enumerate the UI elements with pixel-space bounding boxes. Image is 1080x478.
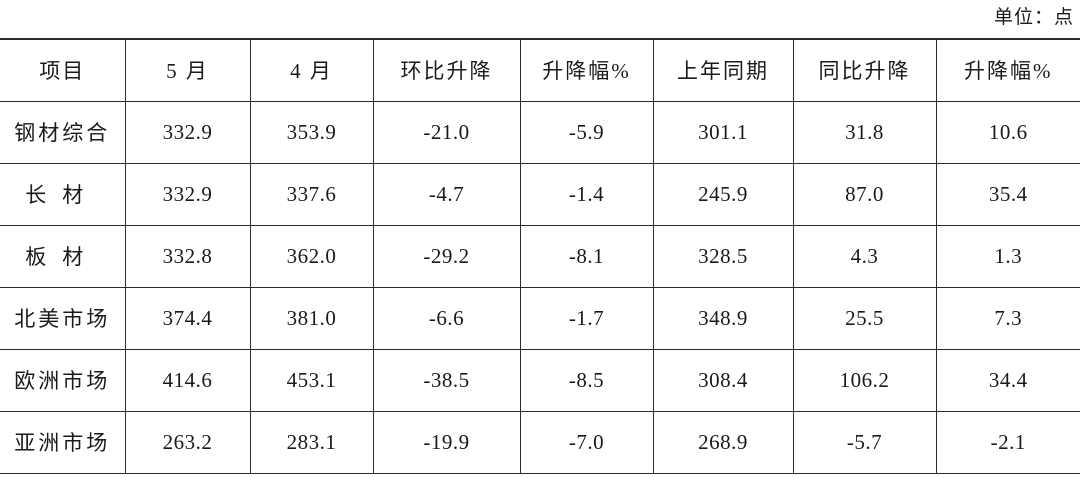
cell-yoy-change: 31.8 (792, 101, 937, 164)
header-cell-same-period-last-year: 上年同期 (652, 39, 794, 102)
cell-may: 374.4 (124, 287, 251, 350)
table-row: 北美市场 374.4 381.0 -6.6 -1.7 348.9 25.5 7.… (0, 287, 1080, 350)
header-cell-yoy-change: 同比升降 (792, 39, 937, 102)
header-cell-mom-change-pct: 升降幅% (519, 39, 654, 102)
row-label: 板材 (0, 225, 126, 288)
cell-yoy-change-pct: 10.6 (935, 101, 1080, 164)
steel-price-index-table: 项目 5 月 4 月 环比升降 升降幅% 上年同期 同比升降 升降幅% 钢材综合… (0, 38, 1080, 474)
cell-may: 263.2 (124, 411, 251, 474)
cell-mom-change-pct: -5.9 (519, 101, 654, 164)
cell-april: 381.0 (249, 287, 374, 350)
cell-may: 332.8 (124, 225, 251, 288)
cell-yoy-change: 87.0 (792, 163, 937, 226)
cell-april: 283.1 (249, 411, 374, 474)
cell-yoy-change-pct: 34.4 (935, 349, 1080, 412)
cell-april: 353.9 (249, 101, 374, 164)
cell-mom-change-pct: -1.7 (519, 287, 654, 350)
cell-yoy-change: -5.7 (792, 411, 937, 474)
cell-mom-change: -38.5 (372, 349, 521, 412)
cell-april: 362.0 (249, 225, 374, 288)
cell-yoy-change-pct: 35.4 (935, 163, 1080, 226)
cell-yoy-change: 4.3 (792, 225, 937, 288)
header-cell-april: 4 月 (249, 39, 374, 102)
unit-caption: 单位：点 (993, 7, 1074, 28)
row-label: 钢材综合 (0, 101, 126, 164)
cell-yoy-change-pct: -2.1 (935, 411, 1080, 474)
cell-same-period-last-year: 348.9 (652, 287, 794, 350)
cell-yoy-change-pct: 1.3 (935, 225, 1080, 288)
cell-same-period-last-year: 268.9 (652, 411, 794, 474)
header-cell-may: 5 月 (124, 39, 251, 102)
cell-mom-change-pct: -8.1 (519, 225, 654, 288)
cell-same-period-last-year: 301.1 (652, 101, 794, 164)
row-label: 亚洲市场 (0, 411, 126, 474)
table-row: 板材 332.8 362.0 -29.2 -8.1 328.5 4.3 1.3 (0, 225, 1080, 288)
cell-yoy-change: 106.2 (792, 349, 937, 412)
cell-yoy-change-pct: 7.3 (935, 287, 1080, 350)
cell-yoy-change: 25.5 (792, 287, 937, 350)
cell-may: 414.6 (124, 349, 251, 412)
cell-mom-change: -21.0 (372, 101, 521, 164)
header-row: 项目 5 月 4 月 环比升降 升降幅% 上年同期 同比升降 升降幅% (0, 39, 1080, 102)
cell-may: 332.9 (124, 101, 251, 164)
table-body: 钢材综合 332.9 353.9 -21.0 -5.9 301.1 31.8 1… (0, 101, 1080, 474)
table-row: 亚洲市场 263.2 283.1 -19.9 -7.0 268.9 -5.7 -… (0, 411, 1080, 474)
cell-mom-change: -4.7 (372, 163, 521, 226)
row-label: 欧洲市场 (0, 349, 126, 412)
table-row: 欧洲市场 414.6 453.1 -38.5 -8.5 308.4 106.2 … (0, 349, 1080, 412)
cell-mom-change: -29.2 (372, 225, 521, 288)
cell-mom-change-pct: -8.5 (519, 349, 654, 412)
header-cell-mom-change: 环比升降 (372, 39, 521, 102)
header-cell-item: 项目 (0, 39, 126, 102)
table-row: 钢材综合 332.9 353.9 -21.0 -5.9 301.1 31.8 1… (0, 101, 1080, 164)
cell-mom-change-pct: -1.4 (519, 163, 654, 226)
cell-april: 337.6 (249, 163, 374, 226)
cell-same-period-last-year: 328.5 (652, 225, 794, 288)
row-label: 长材 (0, 163, 126, 226)
table-row: 长材 332.9 337.6 -4.7 -1.4 245.9 87.0 35.4 (0, 163, 1080, 226)
cell-same-period-last-year: 308.4 (652, 349, 794, 412)
table-header: 项目 5 月 4 月 环比升降 升降幅% 上年同期 同比升降 升降幅% (0, 39, 1080, 102)
cell-same-period-last-year: 245.9 (652, 163, 794, 226)
cell-mom-change: -6.6 (372, 287, 521, 350)
cell-april: 453.1 (249, 349, 374, 412)
row-label: 北美市场 (0, 287, 126, 350)
header-cell-yoy-change-pct: 升降幅% (935, 39, 1080, 102)
cell-mom-change: -19.9 (372, 411, 521, 474)
cell-may: 332.9 (124, 163, 251, 226)
cell-mom-change-pct: -7.0 (519, 411, 654, 474)
